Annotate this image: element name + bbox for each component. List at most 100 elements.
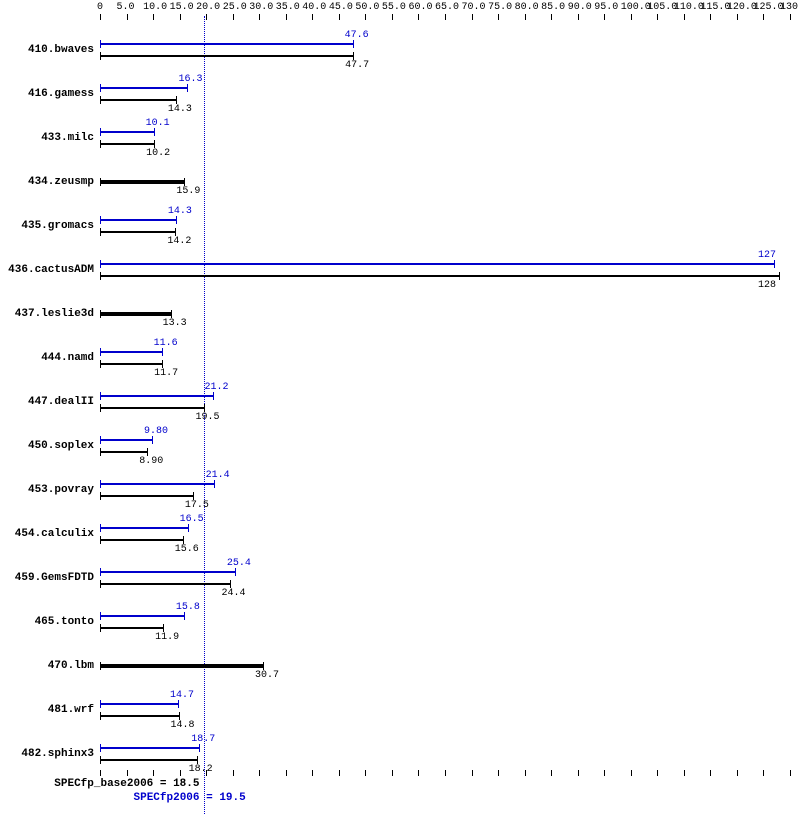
- axis-tick-top: [100, 14, 101, 20]
- axis-tick-label: 40.0: [302, 2, 326, 13]
- peak-bar-end-cap: [213, 392, 214, 400]
- base-bar: [100, 407, 204, 409]
- benchmark-label: 459.GemsFDTD: [0, 572, 94, 584]
- axis-tick-top: [418, 14, 419, 20]
- axis-tick-bottom: [790, 770, 791, 776]
- axis-tick-label: 60.0: [408, 2, 432, 13]
- base-value-label: 14.2: [167, 236, 191, 247]
- axis-tick-top: [392, 14, 393, 20]
- peak-bar-start-cap: [100, 260, 101, 268]
- axis-tick-label: 70.0: [462, 2, 486, 13]
- axis-tick-label: 50.0: [355, 2, 379, 13]
- base-bar-start-cap: [100, 536, 101, 544]
- benchmark-label: 470.lbm: [0, 660, 94, 672]
- base-bar-start-cap: [100, 96, 101, 104]
- axis-tick-top: [763, 14, 764, 20]
- base-value-label: 17.5: [185, 500, 209, 511]
- axis-tick-bottom: [259, 770, 260, 776]
- peak-bar-start-cap: [100, 480, 101, 488]
- axis-tick-label: 0: [97, 2, 103, 13]
- axis-tick-bottom: [578, 770, 579, 776]
- footer-peak-label: SPECfp2006 = 19.5: [134, 792, 246, 804]
- base-bar-start-cap: [100, 228, 101, 236]
- base-bar-end-cap: [204, 404, 205, 412]
- axis-tick-top: [153, 14, 154, 20]
- base-bar-end-cap: [162, 360, 163, 368]
- base-bar: [100, 583, 230, 585]
- peak-value-label: 25.4: [227, 558, 251, 569]
- base-bar-end-cap: [183, 536, 184, 544]
- base-bar-end-cap: [197, 756, 198, 764]
- base-bar-start-cap: [100, 662, 101, 670]
- axis-tick-top: [604, 14, 605, 20]
- peak-bar-end-cap: [154, 128, 155, 136]
- benchmark-label: 453.povray: [0, 484, 94, 496]
- base-bar-end-cap: [171, 310, 172, 318]
- axis-tick-top: [631, 14, 632, 20]
- base-bar: [100, 759, 197, 761]
- base-bar: [100, 627, 163, 629]
- axis-tick-label: 25.0: [223, 2, 247, 13]
- axis-tick-top: [657, 14, 658, 20]
- base-value-label: 8.90: [139, 456, 163, 467]
- peak-bar: [100, 87, 187, 89]
- peak-bar-start-cap: [100, 40, 101, 48]
- peak-bar-end-cap: [162, 348, 163, 356]
- axis-tick-top: [312, 14, 313, 20]
- axis-tick-label: 80.0: [515, 2, 539, 13]
- peak-bar: [100, 615, 184, 617]
- peak-bar-start-cap: [100, 612, 101, 620]
- peak-bar-end-cap: [188, 524, 189, 532]
- base-value-label: 13.3: [163, 318, 187, 329]
- axis-tick-top: [445, 14, 446, 20]
- peak-bar-start-cap: [100, 744, 101, 752]
- base-bar-end-cap: [163, 624, 164, 632]
- axis-tick-top: [525, 14, 526, 20]
- peak-bar: [100, 131, 154, 133]
- axis-tick-top: [365, 14, 366, 20]
- base-bar-start-cap: [100, 624, 101, 632]
- benchmark-label: 454.calculix: [0, 528, 94, 540]
- axis-tick-label: 5.0: [117, 2, 135, 13]
- peak-bar-start-cap: [100, 568, 101, 576]
- axis-tick-bottom: [418, 770, 419, 776]
- base-bar-start-cap: [100, 580, 101, 588]
- base-bar-end-cap: [263, 662, 264, 670]
- axis-tick-label: 35.0: [276, 2, 300, 13]
- base-value-label: 19.5: [196, 412, 220, 423]
- axis-tick-top: [737, 14, 738, 20]
- benchmark-label: 433.milc: [0, 132, 94, 144]
- base-bar-start-cap: [100, 448, 101, 456]
- peak-bar-end-cap: [176, 216, 177, 224]
- base-bar-start-cap: [100, 756, 101, 764]
- axis-tick-top: [710, 14, 711, 20]
- base-bar: [100, 143, 154, 145]
- base-bar: [100, 55, 353, 57]
- base-bar: [100, 664, 263, 668]
- benchmark-label: 435.gromacs: [0, 220, 94, 232]
- peak-bar-end-cap: [152, 436, 153, 444]
- axis-tick-top: [339, 14, 340, 20]
- peak-bar-start-cap: [100, 348, 101, 356]
- axis-tick-bottom: [631, 770, 632, 776]
- axis-tick-bottom: [763, 770, 764, 776]
- base-bar-start-cap: [100, 712, 101, 720]
- base-bar-end-cap: [353, 52, 354, 60]
- axis-tick-label: 20.0: [196, 2, 220, 13]
- axis-tick-top: [684, 14, 685, 20]
- base-value-label: 128: [758, 280, 776, 291]
- base-bar-start-cap: [100, 360, 101, 368]
- base-bar-end-cap: [230, 580, 231, 588]
- benchmark-label: 465.tonto: [0, 616, 94, 628]
- benchmark-label: 450.soplex: [0, 440, 94, 452]
- peak-value-label: 16.5: [180, 514, 204, 525]
- peak-bar: [100, 527, 188, 529]
- peak-bar-end-cap: [187, 84, 188, 92]
- peak-bar: [100, 703, 178, 705]
- peak-value-label: 11.6: [154, 338, 178, 349]
- benchmark-label: 410.bwaves: [0, 44, 94, 56]
- peak-value-label: 16.3: [179, 74, 203, 85]
- base-value-label: 14.3: [168, 104, 192, 115]
- axis-tick-top: [498, 14, 499, 20]
- axis-tick-label: 65.0: [435, 2, 459, 13]
